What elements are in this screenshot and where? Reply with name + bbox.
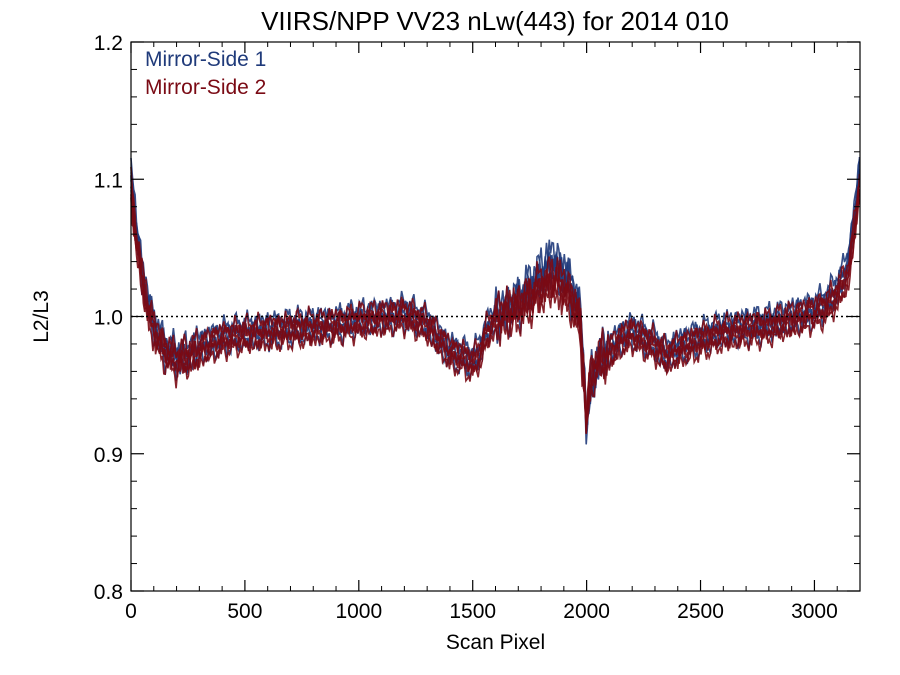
legend-item-1: Mirror-Side 1 <box>145 48 266 71</box>
tick-layer: 0 500 1000 1500 2000 2500 3000 0.8 0.9 1.0 1.1 1.2 <box>94 32 861 623</box>
y-axis-label: L2/L3 <box>30 290 53 343</box>
y-tick-label: 0.8 <box>94 581 123 604</box>
chart-title: VIIRS/NPP VV23 nLw(443) for 2014 010 <box>261 6 729 36</box>
x-tick-label: 1000 <box>335 600 382 623</box>
x-tick-label: 2500 <box>677 600 724 623</box>
x-axis-label: Scan Pixel <box>446 631 545 654</box>
x-tick-label: 1500 <box>449 600 496 623</box>
series-line <box>130 173 861 434</box>
series-layer <box>130 156 861 445</box>
series-2 <box>130 166 861 435</box>
x-tick-label: 0 <box>125 600 137 623</box>
x-tick-label: 3000 <box>791 600 838 623</box>
series-line <box>130 166 860 416</box>
legend-item-2: Mirror-Side 2 <box>145 76 266 99</box>
x-tick-label: 2000 <box>563 600 610 623</box>
y-tick-label: 1.2 <box>94 32 123 55</box>
x-tick-label: 500 <box>227 600 262 623</box>
y-tick-label: 0.9 <box>94 444 123 467</box>
legend: Mirror-Side 1 Mirror-Side 2 <box>145 48 266 99</box>
y-tick-label: 1.1 <box>94 169 123 192</box>
y-tick-label: 1.0 <box>94 307 123 330</box>
